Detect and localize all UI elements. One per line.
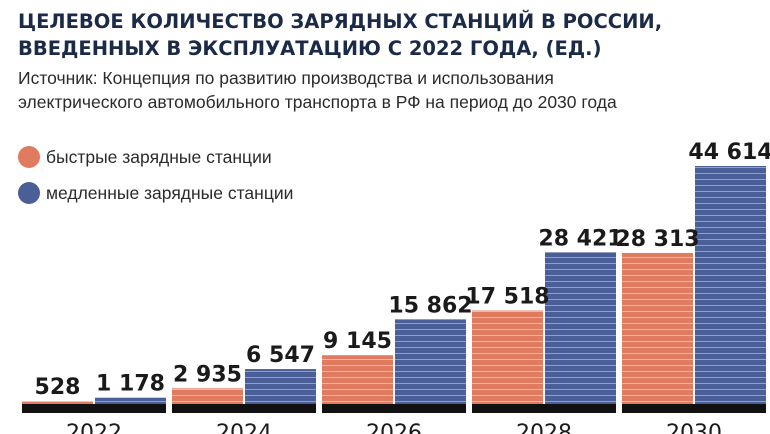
value-label-slow-2030: 44 614 xyxy=(688,140,770,165)
year-labels-layer: 2022 2024 2026 2028 2030 xyxy=(66,421,722,434)
value-label-slow-2024: 6 547 xyxy=(246,343,315,368)
year-label-2028: 2028 xyxy=(516,421,572,434)
bar-fast-2024 xyxy=(172,388,243,404)
value-label-slow-2026: 15 862 xyxy=(388,293,472,318)
value-label-fast-2022: 528 xyxy=(35,375,81,400)
source-line2: электрического автомобильного транспорта… xyxy=(18,92,617,112)
bar-slow-2026 xyxy=(395,319,466,404)
year-label-2022: 2022 xyxy=(66,421,122,434)
value-label-slow-2022: 1 178 xyxy=(96,372,165,397)
chart-title-line1: ЦЕЛЕВОЕ КОЛИЧЕСТВО ЗАРЯДНЫХ СТАНЦИЙ В РО… xyxy=(18,10,662,33)
source-line1: Источник: Концепция по развитию производ… xyxy=(18,68,554,88)
year-label-2024: 2024 xyxy=(216,421,272,434)
bars-layer xyxy=(22,166,766,404)
baseline-layer xyxy=(22,404,766,413)
chart-title-line2: ВВЕДЕННЫХ В ЭКСПЛУАТАЦИЮ С 2022 ГОДА, (Е… xyxy=(18,37,601,60)
baseline-2026 xyxy=(322,404,466,413)
bar-fast-2028 xyxy=(472,310,543,404)
value-label-fast-2028: 17 518 xyxy=(465,285,549,310)
legend-label-fast: быстрые зарядные станции xyxy=(46,147,272,167)
value-label-fast-2026: 9 145 xyxy=(323,329,392,354)
bar-fast-2026 xyxy=(322,355,393,404)
value-label-fast-2024: 2 935 xyxy=(173,362,242,387)
year-label-2026: 2026 xyxy=(366,421,422,434)
baseline-2024 xyxy=(172,404,316,413)
value-label-slow-2028: 28 421 xyxy=(538,226,622,251)
baseline-2028 xyxy=(472,404,616,413)
legend-label-slow: медленные зарядные станции xyxy=(46,183,293,203)
year-label-2030: 2030 xyxy=(666,421,722,434)
baseline-2022 xyxy=(22,404,166,413)
bar-slow-2024 xyxy=(245,369,316,404)
legend: быстрые зарядные станции медленные заряд… xyxy=(18,146,293,204)
bar-slow-2022 xyxy=(95,397,166,404)
bar-slow-2030 xyxy=(695,166,766,404)
bar-slow-2028 xyxy=(545,252,616,404)
legend-swatch-slow xyxy=(18,182,40,204)
value-label-fast-2030: 28 313 xyxy=(615,227,699,252)
baseline-2030 xyxy=(622,404,766,413)
bar-fast-2030 xyxy=(622,252,693,404)
bar-fast-2022 xyxy=(22,401,93,404)
legend-swatch-fast xyxy=(18,146,40,168)
